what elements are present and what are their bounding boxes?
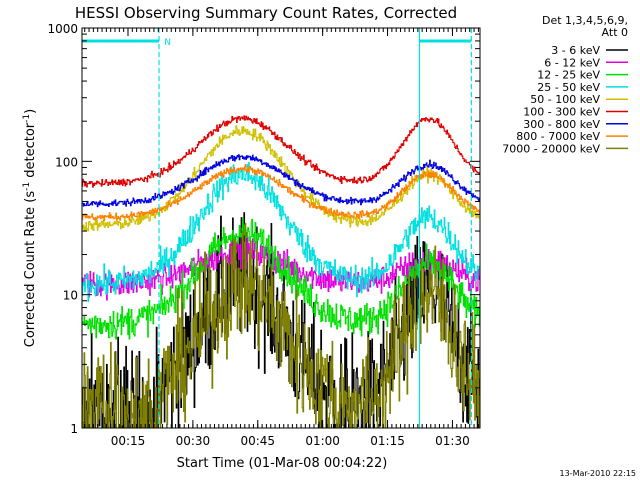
y-tick-label: 100 <box>55 155 78 169</box>
y-axis-label: Corrected Count Rate (s-1 detector-1) <box>22 109 38 347</box>
x-axis-label: Start Time (01-Mar-08 00:04:22) <box>177 456 388 471</box>
legend-entry-label: 3 - 6 keV <box>551 44 600 57</box>
legend-entry-label: 300 - 800 keV <box>523 118 600 131</box>
legend-entry-label: 6 - 12 keV <box>544 56 600 69</box>
x-tick-label: 01:30 <box>435 434 470 448</box>
y-tick-label: 1000 <box>47 22 78 36</box>
y-tick-label: 10 <box>63 289 78 303</box>
legend-entry-label: 50 - 100 keV <box>530 93 600 106</box>
x-tick-label: 01:00 <box>305 434 340 448</box>
plot-frame <box>82 28 480 428</box>
y-axis-label-part: detector <box>23 122 38 182</box>
x-tick-label: 00:30 <box>176 434 211 448</box>
y-axis-label-superscript: -1 <box>22 182 32 191</box>
x-tick-label: 01:15 <box>370 434 405 448</box>
x-tick-label: 00:45 <box>240 434 275 448</box>
legend-entry-label: 100 - 300 keV <box>523 106 600 119</box>
legend-entry-label: 800 - 7000 keV <box>516 130 600 143</box>
legend-entry-label: 25 - 50 keV <box>537 81 600 94</box>
timestamp-label: 13-Mar-2010 22:15 <box>560 469 637 478</box>
plot-area: N <box>82 28 480 428</box>
y-axis-label-superscript: -1 <box>22 114 32 123</box>
x-tick-label: 00:15 <box>111 434 146 448</box>
legend-entry-label: 7000 - 20000 keV <box>502 142 600 155</box>
legend-header-line: Att 0 <box>602 26 628 39</box>
y-axis-label-part: Corrected Count Rate (s <box>23 191 38 348</box>
legend-entry-label: 12 - 25 keV <box>537 69 600 82</box>
night-marker-label: N <box>164 38 171 48</box>
y-axis-label-part: ) <box>23 109 38 114</box>
chart-title: HESSI Observing Summary Count Rates, Cor… <box>75 4 457 22</box>
y-tick-label: 1 <box>70 422 78 436</box>
